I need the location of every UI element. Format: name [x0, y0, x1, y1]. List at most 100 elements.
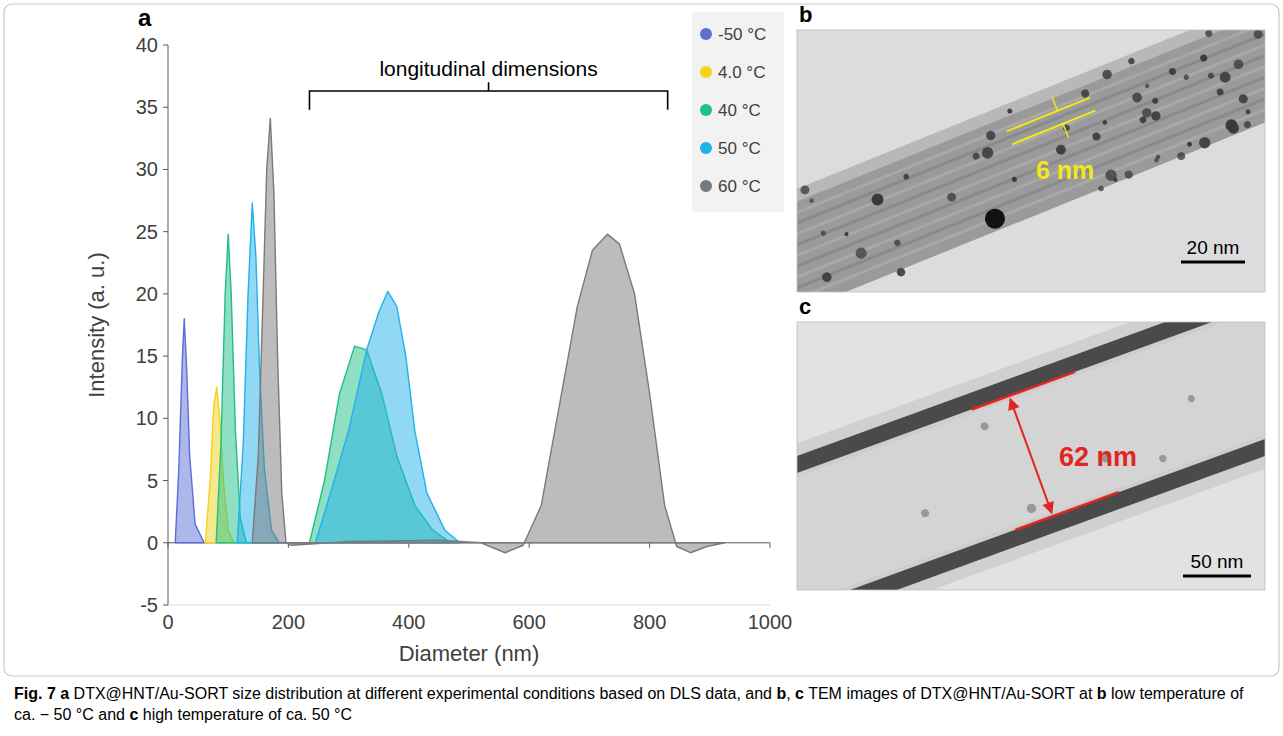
gold-particle [980, 421, 990, 431]
y-tick [163, 293, 168, 294]
legend-label: 4.0 °C [718, 63, 765, 82]
caption-text: images [842, 685, 898, 702]
caption-text: low [1107, 685, 1136, 702]
gold-particle [844, 232, 849, 237]
gold-particle [1216, 88, 1225, 97]
gold-particle [1127, 57, 1135, 65]
caption-text: of [898, 685, 916, 702]
y-tick-label: 10 [136, 407, 158, 429]
x-tick-label: 1000 [748, 611, 793, 633]
y-tick-label: 40 [136, 34, 158, 56]
caption-text: at [343, 685, 361, 702]
nanotube-wall [797, 48, 1265, 292]
gold-particle [895, 267, 906, 278]
panel-label: c [799, 294, 811, 319]
caption-text: on [643, 685, 665, 702]
gold-particle [903, 173, 910, 180]
caption-text: 50 [49, 706, 71, 723]
legend-label: -50 °C [718, 25, 766, 44]
caption-text: TEM [804, 685, 842, 702]
measure-arrow [1052, 97, 1058, 111]
caption-text: c [125, 706, 138, 723]
tem-panel: c62 nm50 nm [605, 226, 1283, 686]
gold-particle [1097, 185, 1104, 192]
caption-text: different [360, 685, 423, 702]
caption-text: and [741, 685, 772, 702]
y-tick-label: 30 [136, 158, 158, 180]
caption-text: and [94, 706, 125, 723]
legend-marker [700, 142, 712, 154]
caption-text: ca. [14, 706, 35, 723]
annotation-text: longitudinal dimensions [379, 57, 597, 80]
nanotube-body [797, 322, 1265, 590]
legend: -50 °C4.0 °C40 °C50 °C60 °C [692, 12, 784, 212]
measure-lines [1001, 84, 1101, 159]
scale-bar-label: 20 nm [1187, 237, 1240, 258]
annotation-bracket [309, 82, 667, 109]
legend-marker [700, 28, 712, 40]
figure: a-5051015202530354002004006008001000Diam… [0, 0, 1283, 736]
gold-particle [1025, 502, 1037, 514]
gold-particle [1199, 54, 1208, 63]
caption-text: c [791, 685, 804, 702]
gold-particle [1204, 30, 1213, 38]
arrow-head [1042, 501, 1057, 516]
caption-text: DTX@HNT/Au-SORT [69, 685, 228, 702]
gold-particle [799, 184, 811, 196]
x-tick [649, 543, 650, 548]
legend-marker [700, 66, 712, 78]
gold-particle [1197, 135, 1212, 150]
gold-particle [1218, 70, 1232, 84]
legend-marker [700, 104, 712, 116]
caption-text: °C [330, 706, 352, 723]
nanotube-edge [797, 30, 1265, 264]
caption-text: °C [71, 706, 93, 723]
y-axis-title: Intensity (a. u.) [84, 252, 109, 398]
measure-line [1015, 492, 1118, 530]
gold-particle [1183, 74, 1190, 81]
caption-text: DTX@HNT/Au-SORT [916, 685, 1075, 702]
nanotube [797, 30, 1265, 292]
x-axis-title: Diameter (nm) [399, 641, 540, 666]
caption-text: a [56, 685, 69, 702]
measure-arrow [1010, 400, 1051, 513]
y-tick [163, 356, 168, 357]
caption-text: temperature [1135, 685, 1226, 702]
gold-particle [1150, 110, 1162, 122]
gold-particle [1252, 30, 1264, 40]
caption-text: data, [701, 685, 741, 702]
gold-particle [1151, 97, 1159, 105]
tem-frame [797, 322, 1265, 590]
measurement-label: 6 nm [1036, 156, 1094, 184]
distribution-area [175, 319, 204, 543]
y-tick [163, 107, 168, 108]
x-tick [408, 543, 409, 548]
gold-particle [1007, 108, 1013, 114]
measure-line [1007, 98, 1090, 132]
y-tick-label: 20 [136, 283, 158, 305]
nanotube-wall [797, 30, 1265, 292]
caption-text: high [138, 706, 173, 723]
legend-marker [700, 180, 712, 192]
y-tick [163, 480, 168, 481]
arrow-head [1004, 396, 1019, 411]
y-tick [163, 169, 168, 170]
scale-bar [1183, 575, 1251, 578]
gold-particle [985, 129, 997, 141]
gold-particle [1207, 72, 1215, 80]
gold-particle [1141, 107, 1153, 119]
panel-label: a [138, 4, 152, 31]
nanotube-halo [797, 322, 1265, 590]
gold-particle [1054, 143, 1067, 156]
caption-text: DLS [665, 685, 701, 702]
gold-particle [1131, 91, 1144, 104]
caption-text: b [772, 685, 786, 702]
caption-text: temperature [173, 706, 264, 723]
gold-particle [1102, 119, 1108, 125]
tem-image [797, 322, 1265, 590]
gold-particle [1144, 83, 1149, 88]
tem-panel: b6 nm20 nm [637, 0, 1283, 365]
legend-box [692, 12, 784, 212]
caption-text: at [1075, 685, 1093, 702]
gold-particle [1154, 157, 1160, 163]
